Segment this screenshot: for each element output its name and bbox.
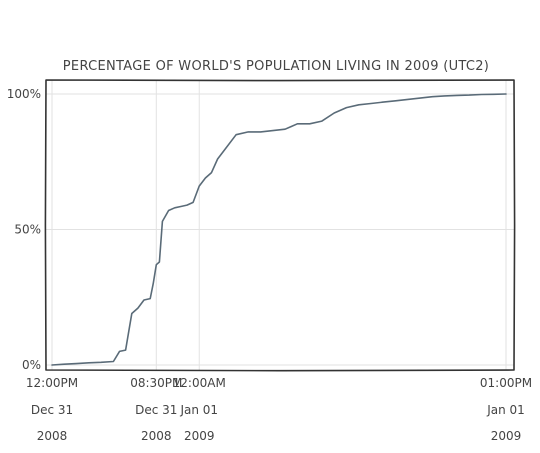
data-point: [137, 308, 138, 309]
data-point: [156, 264, 157, 265]
y-tick-labels: 0% 50% 100%: [7, 87, 41, 372]
data-point: [143, 299, 144, 300]
data-point: [119, 351, 120, 352]
data-point: [76, 363, 77, 364]
data-point: [199, 186, 200, 187]
x-tick-year-label: 2008: [37, 429, 68, 443]
data-point: [51, 364, 52, 365]
x-tick-time-label: 12:00PM: [26, 376, 78, 390]
data-point: [88, 362, 89, 363]
data-point: [180, 206, 181, 207]
data-point: [456, 95, 457, 96]
series-line: [51, 93, 507, 366]
data-point: [217, 158, 218, 159]
x-tick-time-label: 08:30PM: [130, 376, 182, 390]
data-point: [211, 172, 212, 173]
data-point: [113, 361, 114, 362]
data-point: [505, 93, 506, 94]
y-tick-label: 50%: [14, 223, 41, 237]
x-tick-year-label: 2009: [184, 429, 215, 443]
x-tick-labels: 12:00PM Dec 31 2008 08:30PM Dec 31 2008 12:00A…: [26, 376, 532, 443]
x-tick-day-label: Jan 01: [486, 403, 525, 417]
x-tick-time-label: 01:00PM: [480, 376, 532, 390]
plot-frame: [44, 79, 516, 372]
data-point: [162, 221, 163, 222]
data-point: [321, 121, 322, 122]
data-point: [291, 126, 292, 127]
x-tick-year-label: 2008: [141, 429, 172, 443]
data-point: [493, 94, 494, 95]
x-tick-year-label: 2009: [491, 429, 522, 443]
data-point: [297, 123, 298, 124]
data-point: [309, 123, 310, 124]
data-point: [272, 130, 273, 131]
data-point: [101, 362, 102, 363]
data-point: [469, 95, 470, 96]
data-point: [432, 96, 433, 97]
data-point: [334, 112, 335, 113]
x-tick-day-label: Dec 31: [31, 403, 73, 417]
data-point: [395, 100, 396, 101]
data-point: [383, 102, 384, 103]
y-tick-label: 100%: [7, 87, 41, 101]
grid-lines: [46, 80, 514, 370]
x-tick-day-label: Dec 31: [135, 403, 177, 417]
data-point: [205, 177, 206, 178]
data-point: [150, 298, 151, 299]
chart-title: PERCENTAGE OF WORLD'S POPULATION LIVING …: [63, 59, 489, 74]
data-point: [125, 350, 126, 351]
data-point: [346, 107, 347, 108]
data-point: [153, 283, 154, 284]
series-layer: [51, 93, 507, 366]
data-point: [248, 131, 249, 132]
data-point: [358, 104, 359, 105]
data-point: [223, 150, 224, 151]
data-point: [370, 103, 371, 104]
data-point: [420, 98, 421, 99]
data-point: [174, 207, 175, 208]
x-tick-time-label: 12:00AM: [173, 376, 226, 390]
data-point: [186, 205, 187, 206]
data-point: [159, 261, 160, 262]
y-tick-label: 0%: [22, 358, 41, 372]
x-tick-day-label: Jan 01: [179, 403, 218, 417]
data-point: [444, 95, 445, 96]
data-point: [481, 94, 482, 95]
axes: [44, 79, 516, 372]
data-point: [236, 134, 237, 135]
data-point: [168, 210, 169, 211]
data-point: [285, 129, 286, 130]
data-point: [64, 364, 65, 365]
data-point: [407, 99, 408, 100]
data-point: [260, 131, 261, 132]
data-point: [193, 202, 194, 203]
data-point: [131, 313, 132, 314]
